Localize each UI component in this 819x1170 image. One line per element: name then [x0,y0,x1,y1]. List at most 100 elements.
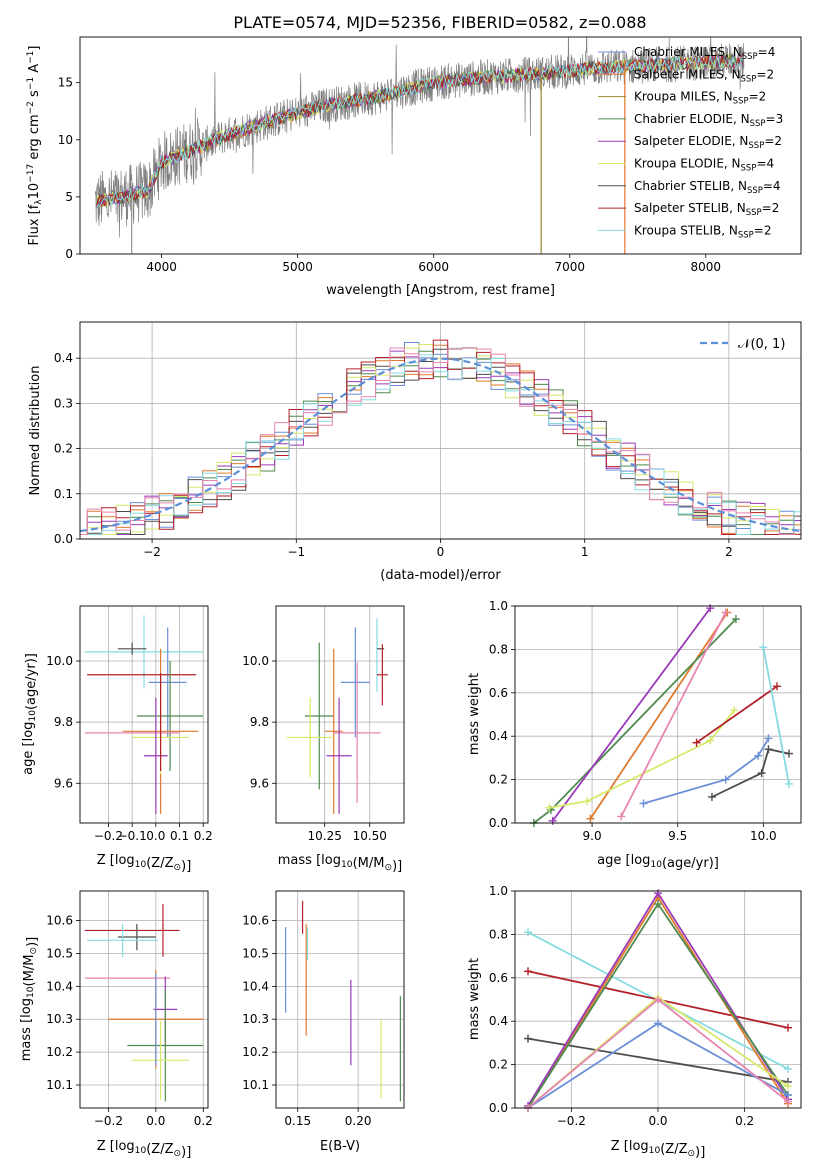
mass_weight_vs_age-axes: 9.0 9.5 10.0 0.0 0.2 0.4 0.6 0.8 1.0 [489,599,801,843]
legend-entry: Salpeter MILES, NSSP=2 [634,67,774,84]
x-tick-label: 8000 [691,260,722,274]
mass_vs_ebv-axes: 0.15 0.20 10.1 10.2 10.3 10.4 10.5 10.6 [242,891,404,1128]
x-tick-label: −2 [143,545,161,559]
age_vs_mass-frame [275,605,405,824]
legend-entry: Kroupa MILES, NSSP=2 [634,90,766,107]
x-tick-label: 0.15 [284,1114,311,1128]
spectrum-frame [79,36,802,255]
y-tick-label: 5 [65,190,73,204]
y-tick-label: 10.4 [242,979,269,993]
age-z-y-axis-label: age [log10(age/yr)] [21,653,39,775]
y-tick-label: 0.3 [54,396,73,410]
y-tick-label: 10.3 [46,1012,73,1026]
spectrum-model-salpeter-elodie [95,53,744,210]
y-tick-label: 10.2 [46,1045,73,1059]
age_vs_Z-axes: −0.2−0.1 0.0 0.1 0.2 9.6 9.8 10.0 [46,606,213,843]
y-tick-label: 10.2 [242,1045,269,1059]
series-line-chabrier-stelib [527,1037,789,1083]
spectrum-y-axis-label: Flux [fλ10−17 erg cm−2 s−1 A−1] [26,46,44,246]
series-line-salpeter-miles [589,612,729,820]
x-tick-label: 0.0 [648,1114,667,1128]
x-tick-label: −0.2 [94,829,123,843]
mass-z-y-axis-label: mass [log10(M/M⊙)] [19,937,40,1061]
legend-entry: Salpeter ELODIE, NSSP=2 [634,134,782,151]
x-tick-label: 7000 [554,260,585,274]
legend-entry: Chabrier ELODIE, NSSP=3 [634,112,783,129]
y-tick-label: 9.8 [54,715,73,729]
x-tick-label: 9.5 [668,829,687,843]
x-tick-label: 9.0 [583,829,602,843]
mass_vs_ebv-frame [275,890,405,1109]
mass_weight_vs_Z-axes: −0.2 0.0 0.2 0.0 0.2 0.4 0.6 0.8 1.0 [489,884,801,1128]
x-tick-label: 5000 [282,260,313,274]
spectrum-model-kroupa-elodie [95,52,743,209]
series-line-pink-model [620,612,727,817]
y-tick-label: 10 [58,133,73,147]
residuals-frame [79,321,802,540]
x-tick-label: 0.0 [146,1114,165,1128]
x-tick-label: 1 [581,545,589,559]
y-tick-label: 0.0 [489,816,508,830]
mass_weight_vs_Z-frame [514,890,802,1109]
hist-step-chabrier-elodie [80,350,801,535]
spectrum-axes: 4000 5000 6000 7000 8000 0 5 10 15 [58,76,721,274]
y-tick-label: 10.4 [46,979,73,993]
hist-step-kroupa-elodie [80,344,801,535]
x-tick-label: 0.1 [170,829,189,843]
y-tick-label: 9.8 [250,715,269,729]
mw-age-x-axis-label: age [log10(age/yr)] [597,853,719,871]
series-line-kroupa-elodie [549,709,735,809]
x-tick-label: 0.2 [194,1114,213,1128]
hist-step-salpeter-stelib [80,339,801,535]
spectrum-model-chabrier-stelib [95,53,744,209]
y-tick-label: 1.0 [489,884,508,898]
mw-z-x-axis-label: Z [log10(Z/Z⊙)] [611,1139,706,1160]
age-z-x-axis-label: Z [log10(Z/Z⊙)] [97,853,192,874]
y-tick-label: 9.6 [54,776,73,790]
legend-entry: Salpeter STELIB, NSSP=2 [634,201,779,218]
x-tick-label: −1 [287,545,305,559]
mass_weight_vs_age-frame [514,605,802,824]
y-tick-label: 0.1 [54,487,73,501]
spectrum-model-kroupa-stelib [95,55,744,209]
x-tick-label: −0.2 [557,1114,586,1128]
legend-entry: 𝒩(0, 1) [738,337,785,352]
y-tick-label: 0.2 [54,442,73,456]
x-tick-label: 10.0 [750,829,777,843]
x-tick-label: −0.1 [118,829,147,843]
y-tick-label: 1.0 [489,599,508,613]
y-tick-label: 10.0 [242,654,269,668]
y-tick-label: 0.4 [489,1014,508,1028]
y-tick-label: 10.6 [242,914,269,928]
age_vs_Z-frame [79,605,209,824]
y-tick-label: 10.6 [46,914,73,928]
x-tick-label: 10.50 [353,829,387,843]
spectrum-x-axis-label: wavelength [Angstrom, rest frame] [326,283,555,298]
y-tick-label: 10.5 [242,946,269,960]
y-tick-label: 15 [58,76,73,90]
y-tick-label: 10.1 [242,1078,269,1092]
y-tick-label: 0 [65,247,73,261]
series-line-chabrier-miles [643,737,770,805]
x-tick-label: 0.20 [345,1114,372,1128]
x-tick-label: 0.2 [735,1114,754,1128]
x-tick-label: 2 [725,545,733,559]
x-tick-label: 0.2 [194,829,213,843]
y-tick-label: 0.0 [489,1101,508,1115]
mw-age-y-axis-label: mass weight [467,673,482,755]
legend-entry: Kroupa STELIB, NSSP=2 [634,223,772,240]
age-mass-x-axis-label: mass [log10(M/M⊙)] [278,853,402,874]
series-line-salpeter-elodie [551,607,711,822]
x-tick-label: −0.2 [94,1114,123,1128]
y-tick-label: 0.2 [489,1058,508,1072]
hist-step-salpeter-miles [80,344,801,535]
y-tick-label: 9.6 [250,776,269,790]
legend-entry: Chabrier MILES, NSSP=4 [634,45,775,62]
y-tick-label: 0.2 [489,773,508,787]
x-tick-label: 0 [437,545,445,559]
y-tick-label: 0.0 [54,532,73,546]
y-tick-label: 10.3 [242,1012,269,1026]
mass_vs_Z-axes: −0.2 0.0 0.2 10.1 10.2 10.3 10.4 10.5 10.6 [46,891,213,1128]
series-line-chabrier-stelib [711,748,790,798]
